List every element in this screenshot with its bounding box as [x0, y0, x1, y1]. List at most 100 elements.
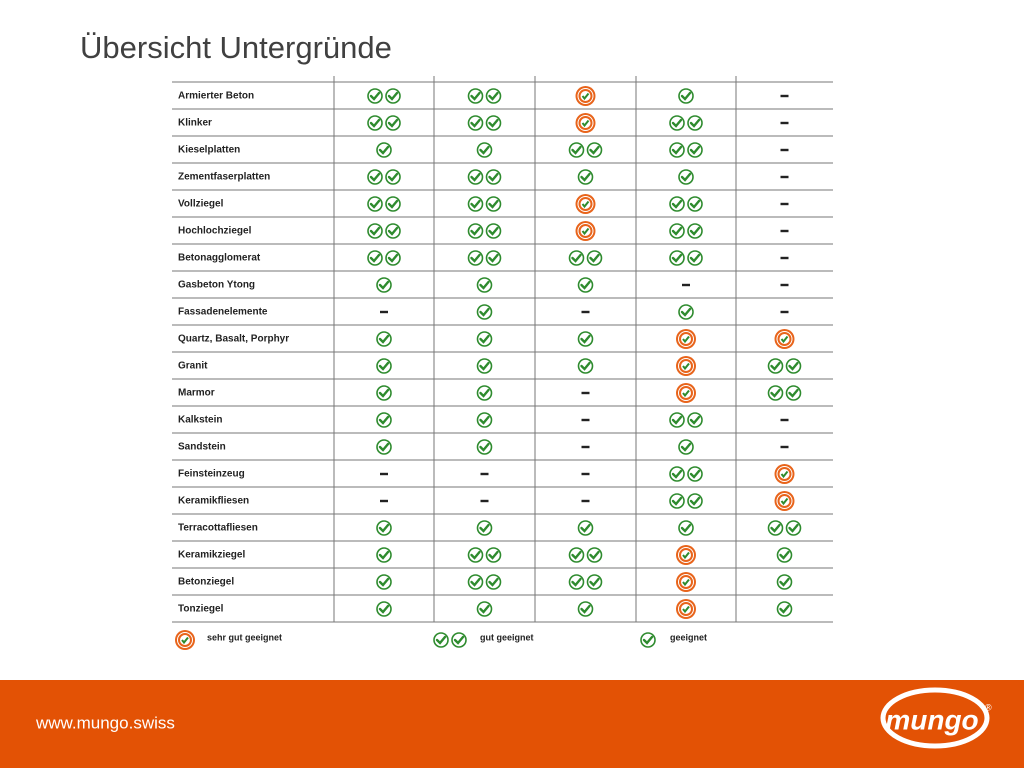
rating-icon — [676, 599, 696, 619]
check-tick — [378, 442, 390, 452]
check-tick — [470, 550, 481, 560]
rating-icon — [678, 520, 694, 536]
legend-label: geeignet — [670, 632, 707, 642]
check-tick — [488, 199, 499, 209]
rating-icon — [376, 547, 392, 563]
check-tick — [470, 172, 481, 182]
footer-band — [0, 680, 1024, 768]
badge-ring — [776, 493, 793, 509]
badge-tick — [181, 636, 189, 645]
check-tick — [378, 145, 390, 155]
check-tick — [671, 199, 683, 209]
rating-icon — [669, 196, 703, 212]
check-tick — [479, 604, 490, 614]
check-tick — [580, 172, 591, 182]
rating-icon — [780, 310, 789, 314]
badge-ring — [776, 466, 793, 482]
rating-icon — [467, 223, 502, 239]
rating-icon — [367, 169, 401, 185]
check-tick — [470, 577, 481, 587]
check-tick — [378, 361, 390, 371]
badge-tick — [682, 551, 690, 560]
rating-icon — [678, 304, 694, 320]
check-tick — [369, 226, 381, 236]
check-tick — [689, 415, 701, 425]
rating-dash — [581, 418, 590, 422]
rating-dash — [780, 148, 789, 152]
check-tick — [488, 91, 499, 101]
rating-icon — [669, 412, 703, 428]
check-tick — [770, 361, 781, 371]
rating-icon — [780, 175, 789, 179]
footer-url: www.mungo.swiss — [35, 713, 175, 732]
check-tick — [680, 91, 692, 101]
badge-ring — [678, 358, 694, 374]
rating-icon — [780, 148, 789, 152]
rating-icon — [480, 472, 489, 476]
check-tick — [387, 118, 399, 128]
rating-icon — [467, 196, 502, 212]
row-label: Klinker — [178, 118, 212, 129]
rating-icon — [640, 632, 656, 648]
check-tick — [369, 199, 381, 209]
rating-icon — [669, 250, 703, 266]
rating-icon — [577, 331, 594, 347]
row-label: Zementfaserplatten — [178, 172, 270, 183]
row-label: Vollziegel — [178, 199, 224, 210]
check-tick — [479, 280, 490, 290]
check-tick — [488, 226, 499, 236]
rating-icon — [575, 221, 596, 241]
rating-dash — [581, 445, 590, 449]
row-label: Tonziegel — [178, 604, 224, 615]
badge-ring — [577, 88, 594, 104]
rating-icon — [467, 250, 502, 266]
rating-icon — [780, 94, 789, 98]
check-tick — [770, 388, 781, 398]
check-tick — [435, 635, 447, 645]
check-tick — [671, 469, 683, 479]
rating-icon — [581, 445, 590, 449]
check-tick — [378, 415, 390, 425]
rating-icon — [480, 499, 489, 503]
logo: mungo — [885, 704, 978, 735]
rating-icon — [669, 493, 703, 509]
rating-dash — [780, 202, 789, 206]
check-tick — [571, 253, 582, 263]
rating-icon — [676, 356, 696, 376]
check-tick — [387, 199, 399, 209]
rating-icon — [767, 358, 802, 374]
check-tick — [387, 253, 399, 263]
rating-icon — [767, 520, 802, 536]
rating-icon — [467, 547, 502, 563]
rating-icon — [678, 88, 694, 104]
rating-icon — [780, 121, 789, 125]
badge-ring — [678, 601, 694, 617]
check-tick — [580, 604, 591, 614]
rating-icon — [376, 520, 392, 536]
rating-icon — [376, 412, 392, 428]
rating-icon — [367, 250, 401, 266]
badge-tick — [581, 200, 590, 209]
rating-dash — [780, 229, 789, 233]
rating-icon — [376, 277, 392, 293]
check-tick — [680, 307, 692, 317]
check-tick — [378, 577, 390, 587]
badge-ring — [678, 547, 694, 563]
row-label: Sandstein — [178, 442, 226, 453]
rating-icon — [433, 632, 467, 648]
badge-ring — [177, 632, 193, 648]
check-tick — [387, 226, 399, 236]
rating-icon — [476, 439, 493, 455]
check-tick — [580, 280, 591, 290]
rating-dash — [780, 310, 789, 314]
rating-dash — [780, 256, 789, 260]
rating-icon — [676, 383, 696, 403]
check-tick — [571, 550, 582, 560]
row-label: Gasbeton Ytong — [178, 280, 255, 291]
badge-tick — [581, 119, 590, 128]
rating-icon — [676, 545, 696, 565]
rating-icon — [367, 115, 401, 131]
check-tick — [369, 253, 381, 263]
check-tick — [571, 145, 582, 155]
rating-icon — [577, 520, 594, 536]
